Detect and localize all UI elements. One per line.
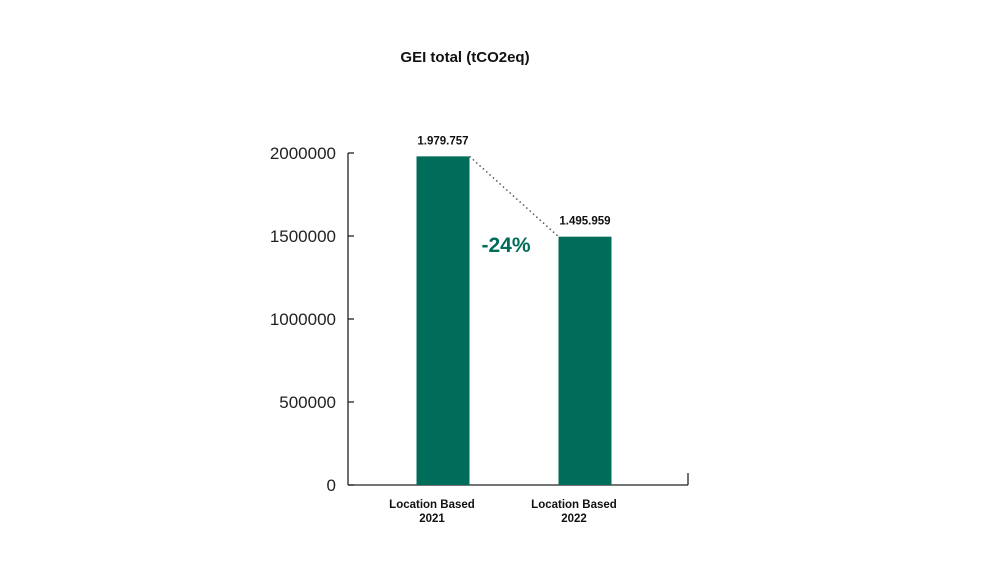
bar bbox=[558, 236, 612, 485]
x-axis: Location Based 2021 Location Based 2022 bbox=[348, 473, 689, 525]
y-tick-label: 500000 bbox=[279, 393, 336, 412]
connector-line bbox=[468, 155, 560, 238]
y-tick-label: 1000000 bbox=[270, 310, 336, 329]
bars bbox=[416, 156, 612, 485]
y-tick-label: 0 bbox=[327, 476, 336, 495]
x-tick-label: Location Based 2021 bbox=[389, 499, 475, 525]
x-tick-label-line: 2022 bbox=[561, 513, 587, 525]
y-axis: 0 500000 1000000 1500000 2000000 bbox=[270, 144, 354, 495]
y-tick-label: 1500000 bbox=[270, 227, 336, 246]
x-tick-label-line: Location Based bbox=[389, 499, 475, 511]
data-label: 1.979.757 bbox=[417, 135, 468, 147]
change-annotation: -24% bbox=[481, 234, 530, 257]
x-tick-label-line: Location Based bbox=[531, 499, 617, 511]
x-tick-label: Location Based 2022 bbox=[531, 499, 617, 525]
data-labels: 1.979.757 1.495.959 bbox=[417, 135, 610, 227]
data-label: 1.495.959 bbox=[559, 216, 610, 228]
bar bbox=[416, 156, 470, 485]
change-connector bbox=[468, 155, 560, 238]
y-tick-label: 2000000 bbox=[270, 144, 336, 163]
x-tick-label-line: 2021 bbox=[419, 513, 445, 525]
chart-title: GEI total (tCO2eq) bbox=[400, 49, 529, 66]
